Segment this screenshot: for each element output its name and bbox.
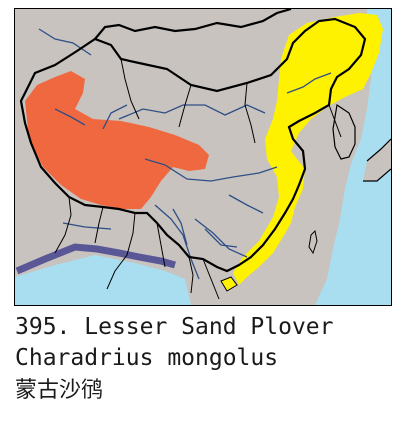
taiwan-outline [308, 229, 318, 255]
korea-land [333, 105, 355, 159]
japan-island [363, 139, 391, 181]
rivers [38, 28, 332, 280]
korea-outline [332, 103, 356, 160]
breeding-range [25, 71, 209, 209]
india-coast [15, 243, 176, 275]
figure-caption-common-name: 395. Lesser Sand Plover [15, 316, 334, 339]
common-name: Lesser Sand Plover [84, 314, 334, 340]
range-map [14, 8, 392, 306]
internal-borders [54, 58, 342, 300]
bay-of-bengal [15, 255, 191, 305]
hainan-outline [220, 276, 238, 292]
mongolia-border [94, 9, 292, 40]
chinese-name: 蒙古沙鸻 [15, 378, 104, 403]
scientific-name: Charadrius mongolus [15, 345, 279, 371]
china-border [19, 17, 367, 273]
migration-range [233, 13, 383, 285]
figure-number: 395. [15, 314, 71, 340]
japan-outline [363, 138, 391, 182]
